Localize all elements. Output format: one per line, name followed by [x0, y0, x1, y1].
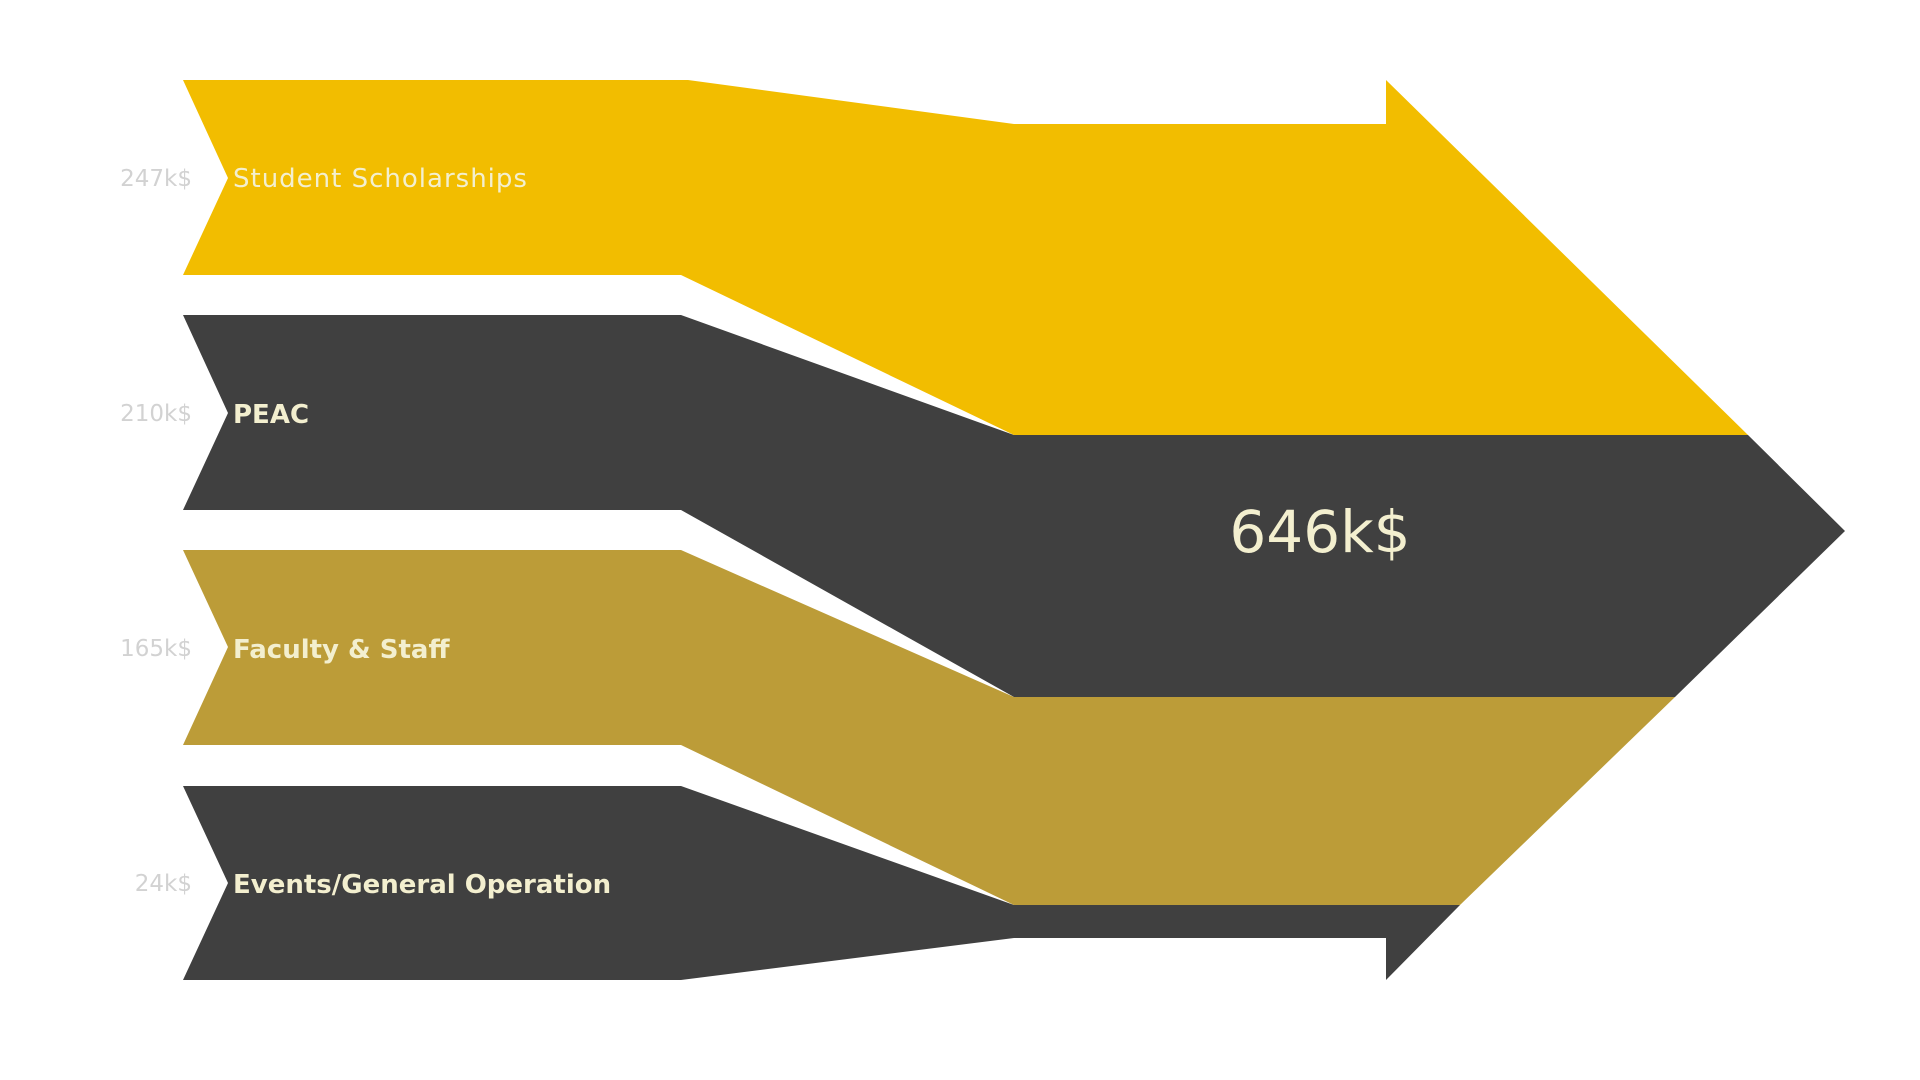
source-amount: 24k$ [135, 871, 192, 897]
arrow-tail-events [1014, 905, 1460, 980]
total-amount: 646k$ [1229, 498, 1410, 566]
flow-band-faculty [183, 550, 1675, 905]
source-amount: 210k$ [120, 401, 192, 427]
flow-band-peac [183, 315, 1845, 697]
source-label: Faculty & Staff [233, 635, 450, 665]
flow-band-scholarships [183, 80, 1748, 435]
source-label: Events/General Operation [233, 870, 611, 900]
source-label: Student Scholarships [233, 164, 528, 194]
source-label: PEAC [233, 400, 309, 430]
source-amount: 247k$ [120, 166, 192, 192]
source-amount: 165k$ [120, 636, 192, 662]
